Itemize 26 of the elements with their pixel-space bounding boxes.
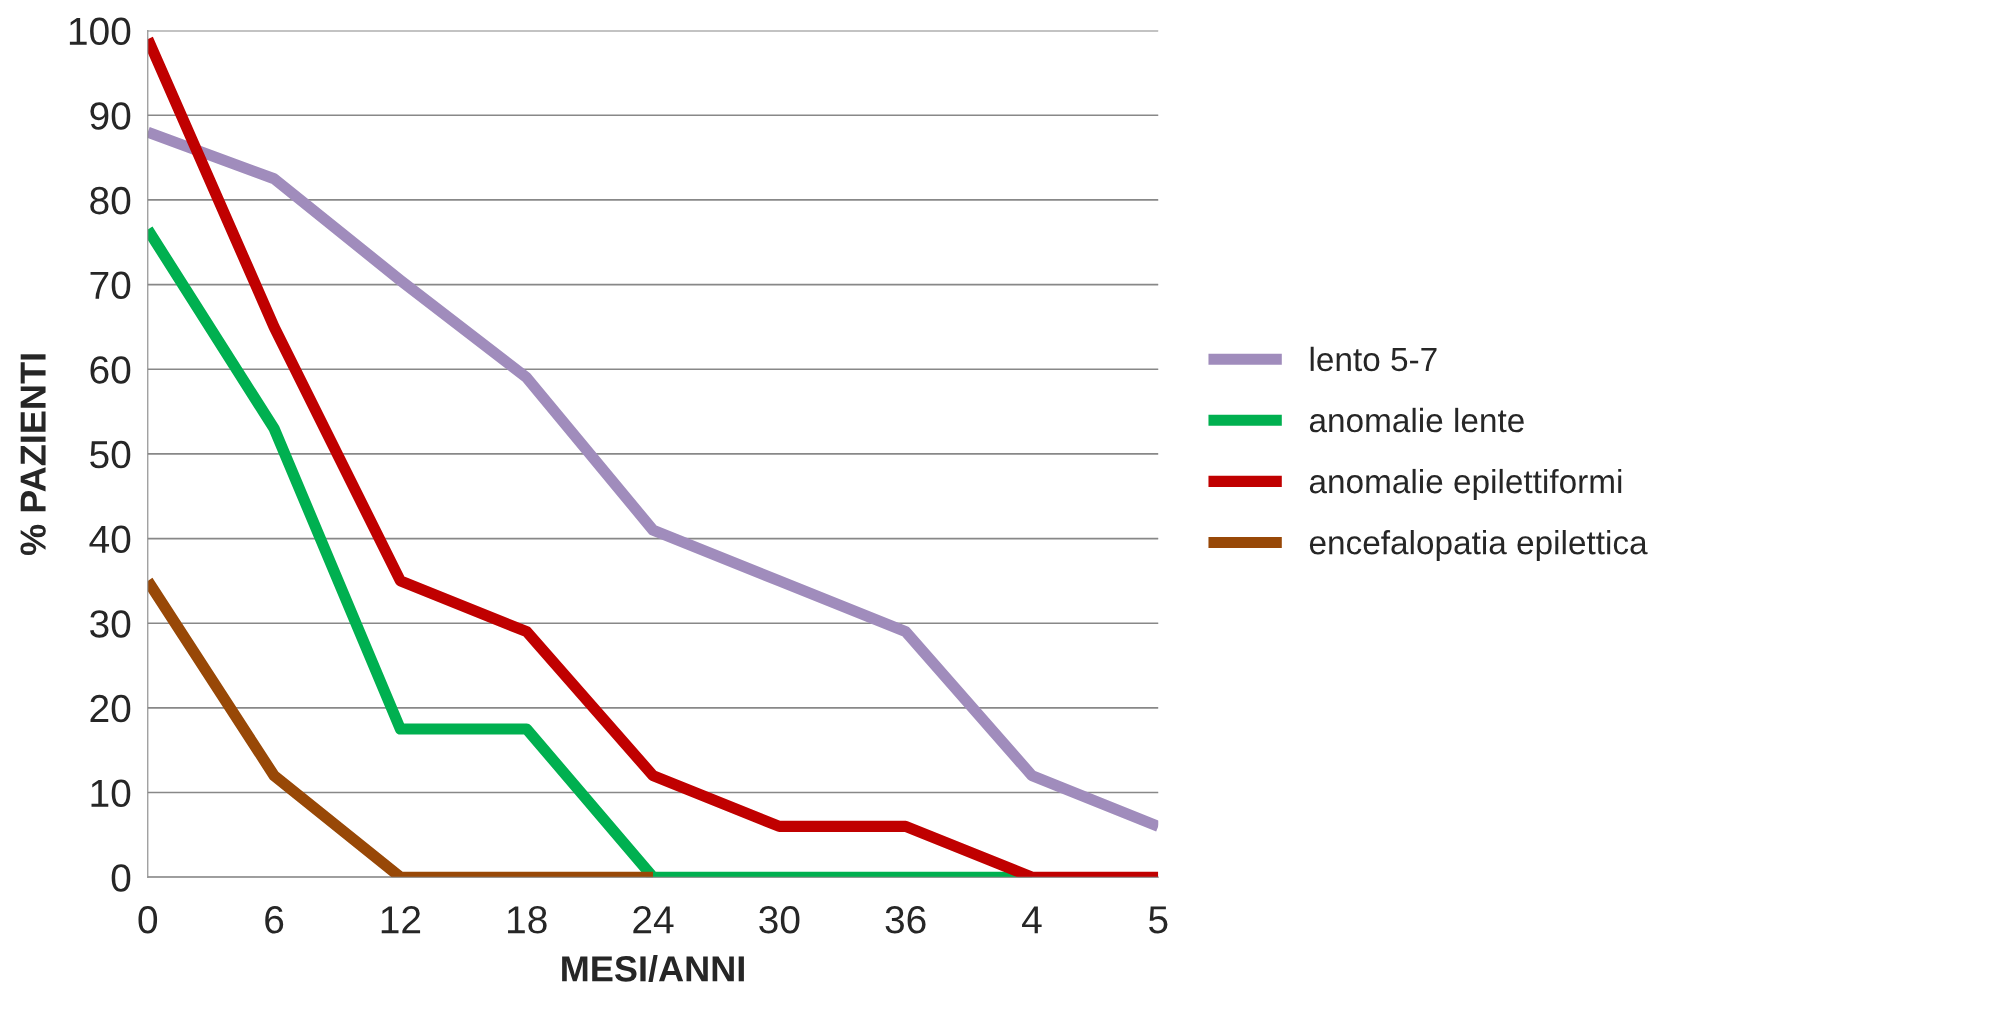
y-tick-label: 70 <box>90 271 131 300</box>
x-tick-label: 0 <box>138 906 158 934</box>
legend-label: anomalie lente <box>1309 407 1524 433</box>
x-tick-label: 6 <box>265 906 284 934</box>
y-tick-label: 30 <box>90 610 131 638</box>
y-tick-label: 50 <box>90 440 131 469</box>
x-tick-label: 24 <box>633 906 674 934</box>
x-axis-title: MESI/ANNI <box>562 955 744 983</box>
x-tick-label: 12 <box>381 906 421 934</box>
y-tick-label: 40 <box>89 525 131 554</box>
y-tick-label: 90 <box>90 102 131 130</box>
x-tick-label: 30 <box>759 906 800 934</box>
x-tick-label: 18 <box>508 906 547 934</box>
x-tick-label: 4 <box>1022 906 1042 934</box>
y-tick-label: 10 <box>91 779 131 808</box>
x-tick-label: 36 <box>885 906 926 934</box>
y-tick-label: 60 <box>90 356 131 384</box>
legend-label: encefalopatia epilettica <box>1309 529 1648 562</box>
y-axis-title: % PAZIENTI <box>20 354 46 555</box>
x-tick-label: 5 <box>1149 906 1168 934</box>
legend-label: anomalie epilettiformi <box>1309 468 1622 500</box>
y-tick-label: 20 <box>90 694 131 723</box>
y-tick-label: 80 <box>90 186 131 215</box>
legend-label: lento 5-7 <box>1310 346 1437 372</box>
y-tick-label: 100 <box>69 17 131 46</box>
y-tick-label: 0 <box>111 864 131 892</box>
